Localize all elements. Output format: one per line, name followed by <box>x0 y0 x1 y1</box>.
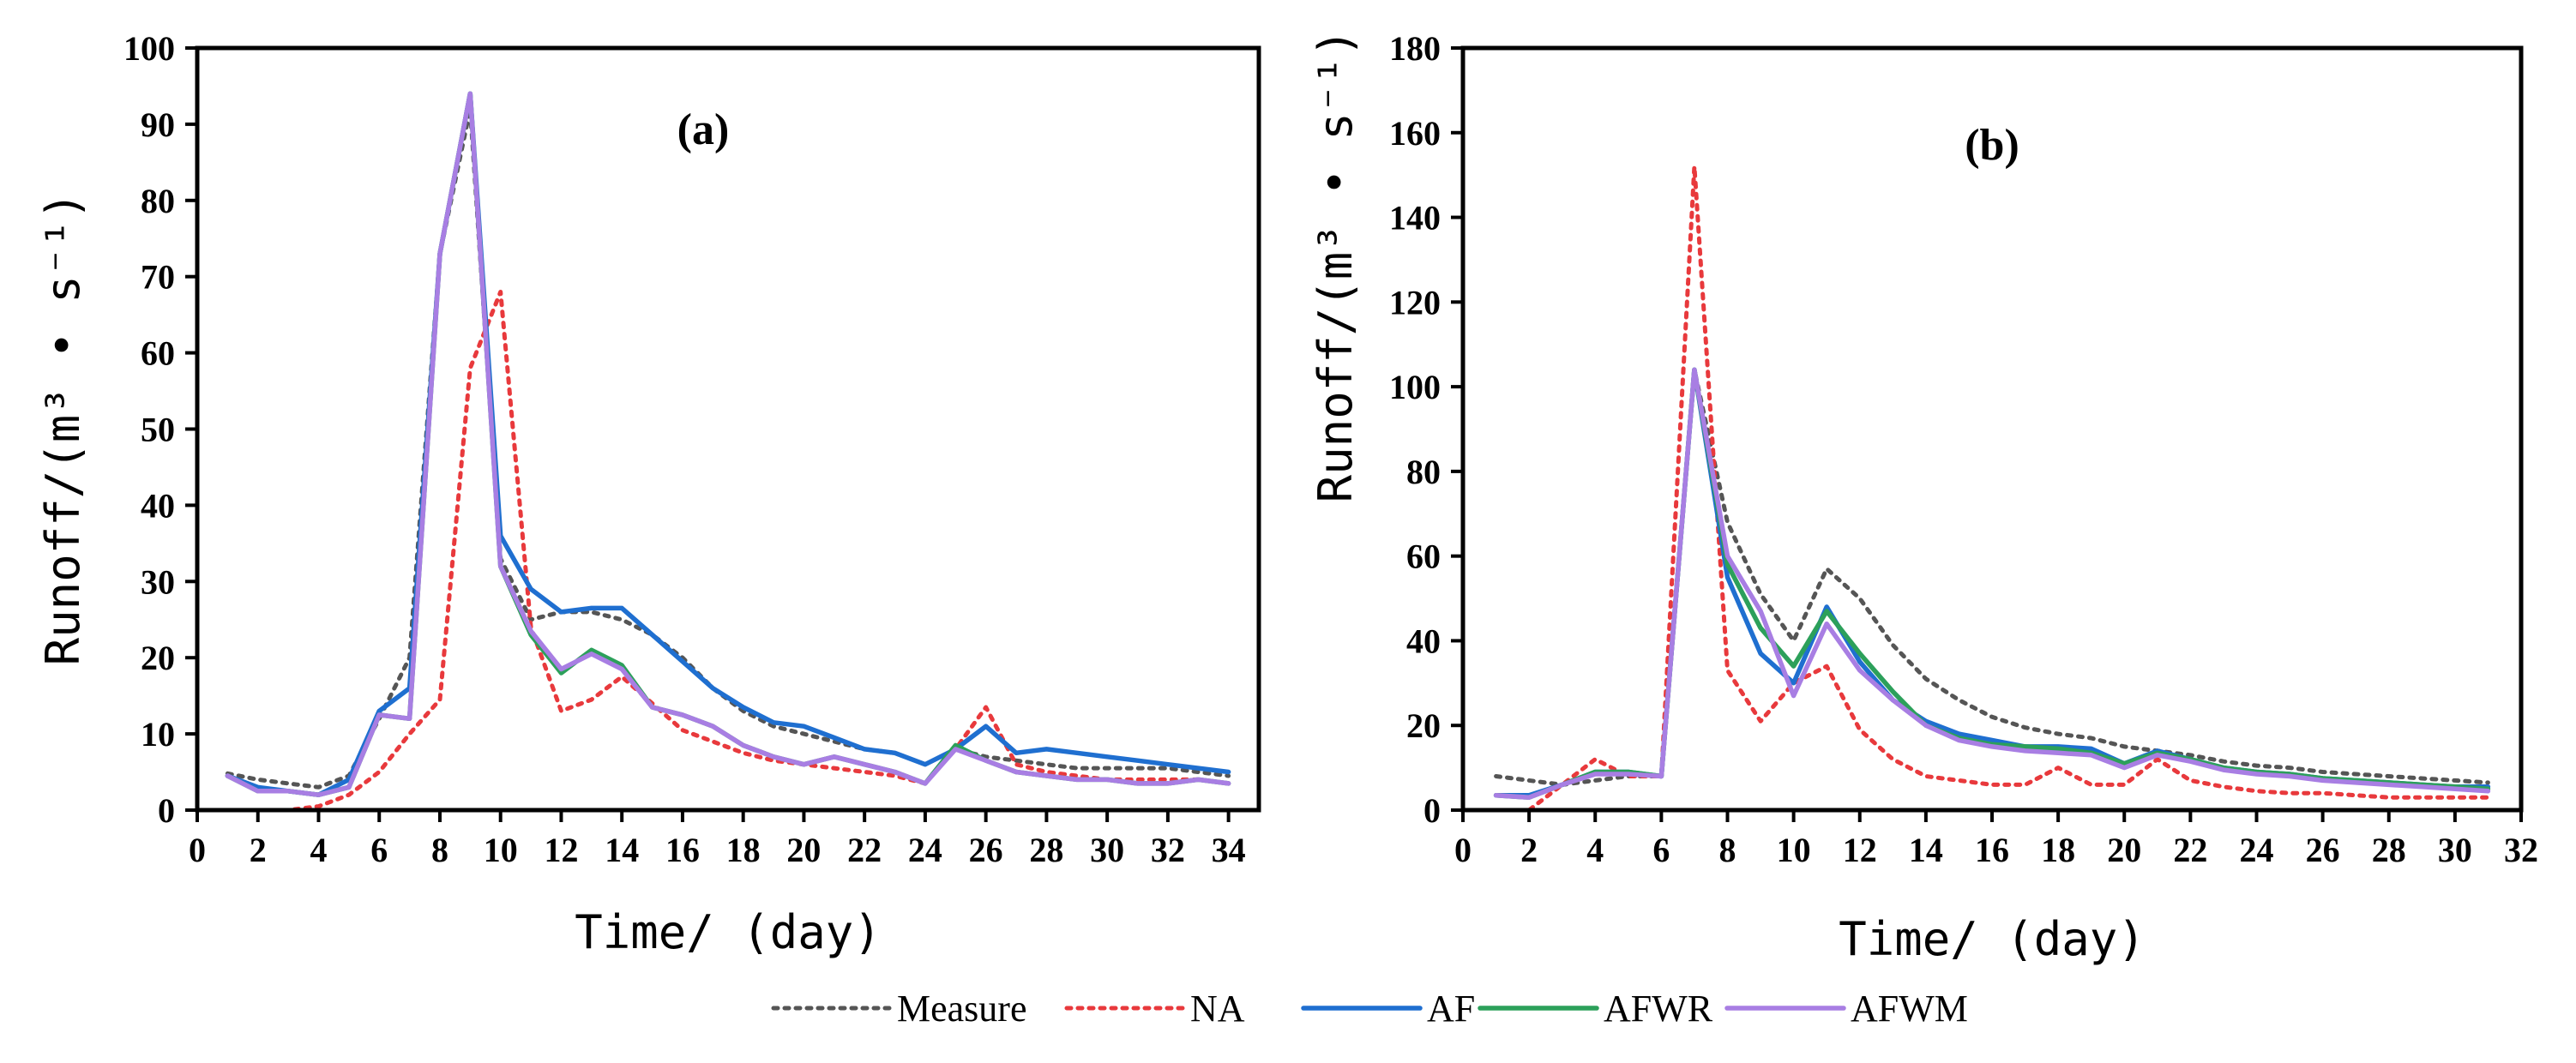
y-axis-title: Runoff/(m³ • s⁻¹) <box>1309 29 1363 503</box>
x-tick-label: 26 <box>969 831 1003 869</box>
y-tick-label: 50 <box>141 411 175 449</box>
y-tick-label: 70 <box>141 258 175 297</box>
y-tick-label: 180 <box>1389 29 1441 68</box>
x-tick-label: 20 <box>2107 831 2141 869</box>
x-tick-label: 12 <box>544 831 578 869</box>
y-tick-label: 0 <box>158 791 175 830</box>
y-tick-label: 20 <box>1406 706 1441 745</box>
x-tick-label: 0 <box>1454 831 1472 869</box>
x-tick-label: 24 <box>2240 831 2274 869</box>
x-tick-label: 10 <box>1777 831 1811 869</box>
y-tick-label: 120 <box>1389 283 1441 321</box>
series-line-afwr <box>1493 367 2491 800</box>
panel-b-chart: 0 2 4 6 8 10 12 14 16 18 20 22 24 26 28 30 3202040608010… <box>1309 29 2538 966</box>
panel-label: (a) <box>677 105 730 154</box>
x-tick-label: 24 <box>908 831 942 869</box>
x-tick-label: 8 <box>431 831 448 869</box>
x-tick-label: 30 <box>2438 831 2472 869</box>
y-tick-label: 90 <box>141 105 175 144</box>
x-axis-title: Time/ (day) <box>575 905 882 959</box>
legend: Measure NA AF AFWR AFWM <box>771 988 1968 1030</box>
x-tick-label: 18 <box>726 831 761 869</box>
x-tick-label: 10 <box>484 831 518 869</box>
series-line-afwm <box>225 91 1231 797</box>
x-tick-label: 12 <box>1843 831 1877 869</box>
x-tick-label: 34 <box>1212 831 1246 869</box>
y-axis-title: Runoff/(m³ • s⁻¹) <box>36 192 90 666</box>
x-tick-label: 32 <box>1151 831 1185 869</box>
legend-label: AF <box>1427 988 1475 1030</box>
legend-item-measure: Measure <box>771 988 1027 1030</box>
x-tick-label: 6 <box>1652 831 1670 869</box>
x-tick-label: 2 <box>250 831 267 869</box>
x-tick-label: 16 <box>1975 831 2009 869</box>
panel-a-chart: 0 2 4 6 8 10 12 14 16 18 20 22 24 26 28 30 32 34010203040… <box>36 29 1261 959</box>
x-tick-label: 30 <box>1090 831 1124 869</box>
series-line-af <box>225 91 1231 797</box>
y-tick-label: 40 <box>141 486 175 525</box>
y-tick-label: 100 <box>123 29 175 68</box>
y-tick-label: 40 <box>1406 622 1441 660</box>
x-tick-label: 32 <box>2504 831 2538 869</box>
y-tick-label: 80 <box>1406 453 1441 491</box>
series-line-na <box>225 290 1231 813</box>
y-tick-label: 30 <box>141 562 175 601</box>
y-tick-label: 140 <box>1389 199 1441 237</box>
series-line-na <box>1494 164 2490 813</box>
panel-label: (b) <box>1965 121 2019 170</box>
y-tick-label: 60 <box>1406 538 1441 576</box>
x-tick-label: 4 <box>310 831 327 869</box>
legend-item-na: NA <box>1064 988 1245 1030</box>
x-tick-label: 2 <box>1520 831 1538 869</box>
series-line-measure <box>225 106 1231 790</box>
x-tick-label: 28 <box>1029 831 1063 869</box>
x-tick-label: 22 <box>2173 831 2207 869</box>
x-tick-label: 26 <box>2306 831 2340 869</box>
y-tick-label: 0 <box>1423 791 1441 830</box>
series-line-afwm <box>1493 367 2491 800</box>
y-tick-label: 80 <box>141 182 175 220</box>
x-tick-label: 28 <box>2372 831 2406 869</box>
y-tick-label: 100 <box>1389 368 1441 406</box>
legend-label: Measure <box>897 988 1027 1030</box>
legend-item-af: AF <box>1301 988 1475 1030</box>
series-line-measure <box>1494 367 2490 787</box>
x-tick-label: 16 <box>665 831 700 869</box>
legend-item-afwr: AFWR <box>1478 988 1713 1030</box>
x-tick-label: 6 <box>370 831 388 869</box>
y-tick-label: 160 <box>1389 114 1441 153</box>
x-tick-label: 22 <box>847 831 882 869</box>
x-tick-label: 20 <box>786 831 821 869</box>
x-tick-label: 18 <box>2041 831 2075 869</box>
y-tick-label: 60 <box>141 334 175 373</box>
y-tick-label: 10 <box>141 715 175 754</box>
legend-label: NA <box>1190 988 1245 1030</box>
legend-label: AFWR <box>1604 988 1713 1030</box>
x-tick-label: 0 <box>189 831 206 869</box>
x-tick-label: 4 <box>1586 831 1604 869</box>
x-tick-label: 14 <box>605 831 639 869</box>
y-tick-label: 20 <box>141 639 175 677</box>
x-tick-label: 8 <box>1719 831 1736 869</box>
x-axis-title: Time/ (day) <box>1839 912 2146 966</box>
series-line-af <box>1493 367 2491 798</box>
x-tick-label: 14 <box>1909 831 1943 869</box>
series-line-afwr <box>225 91 1231 797</box>
legend-item-afwm: AFWM <box>1724 988 1968 1030</box>
legend-label: AFWM <box>1851 988 1968 1030</box>
